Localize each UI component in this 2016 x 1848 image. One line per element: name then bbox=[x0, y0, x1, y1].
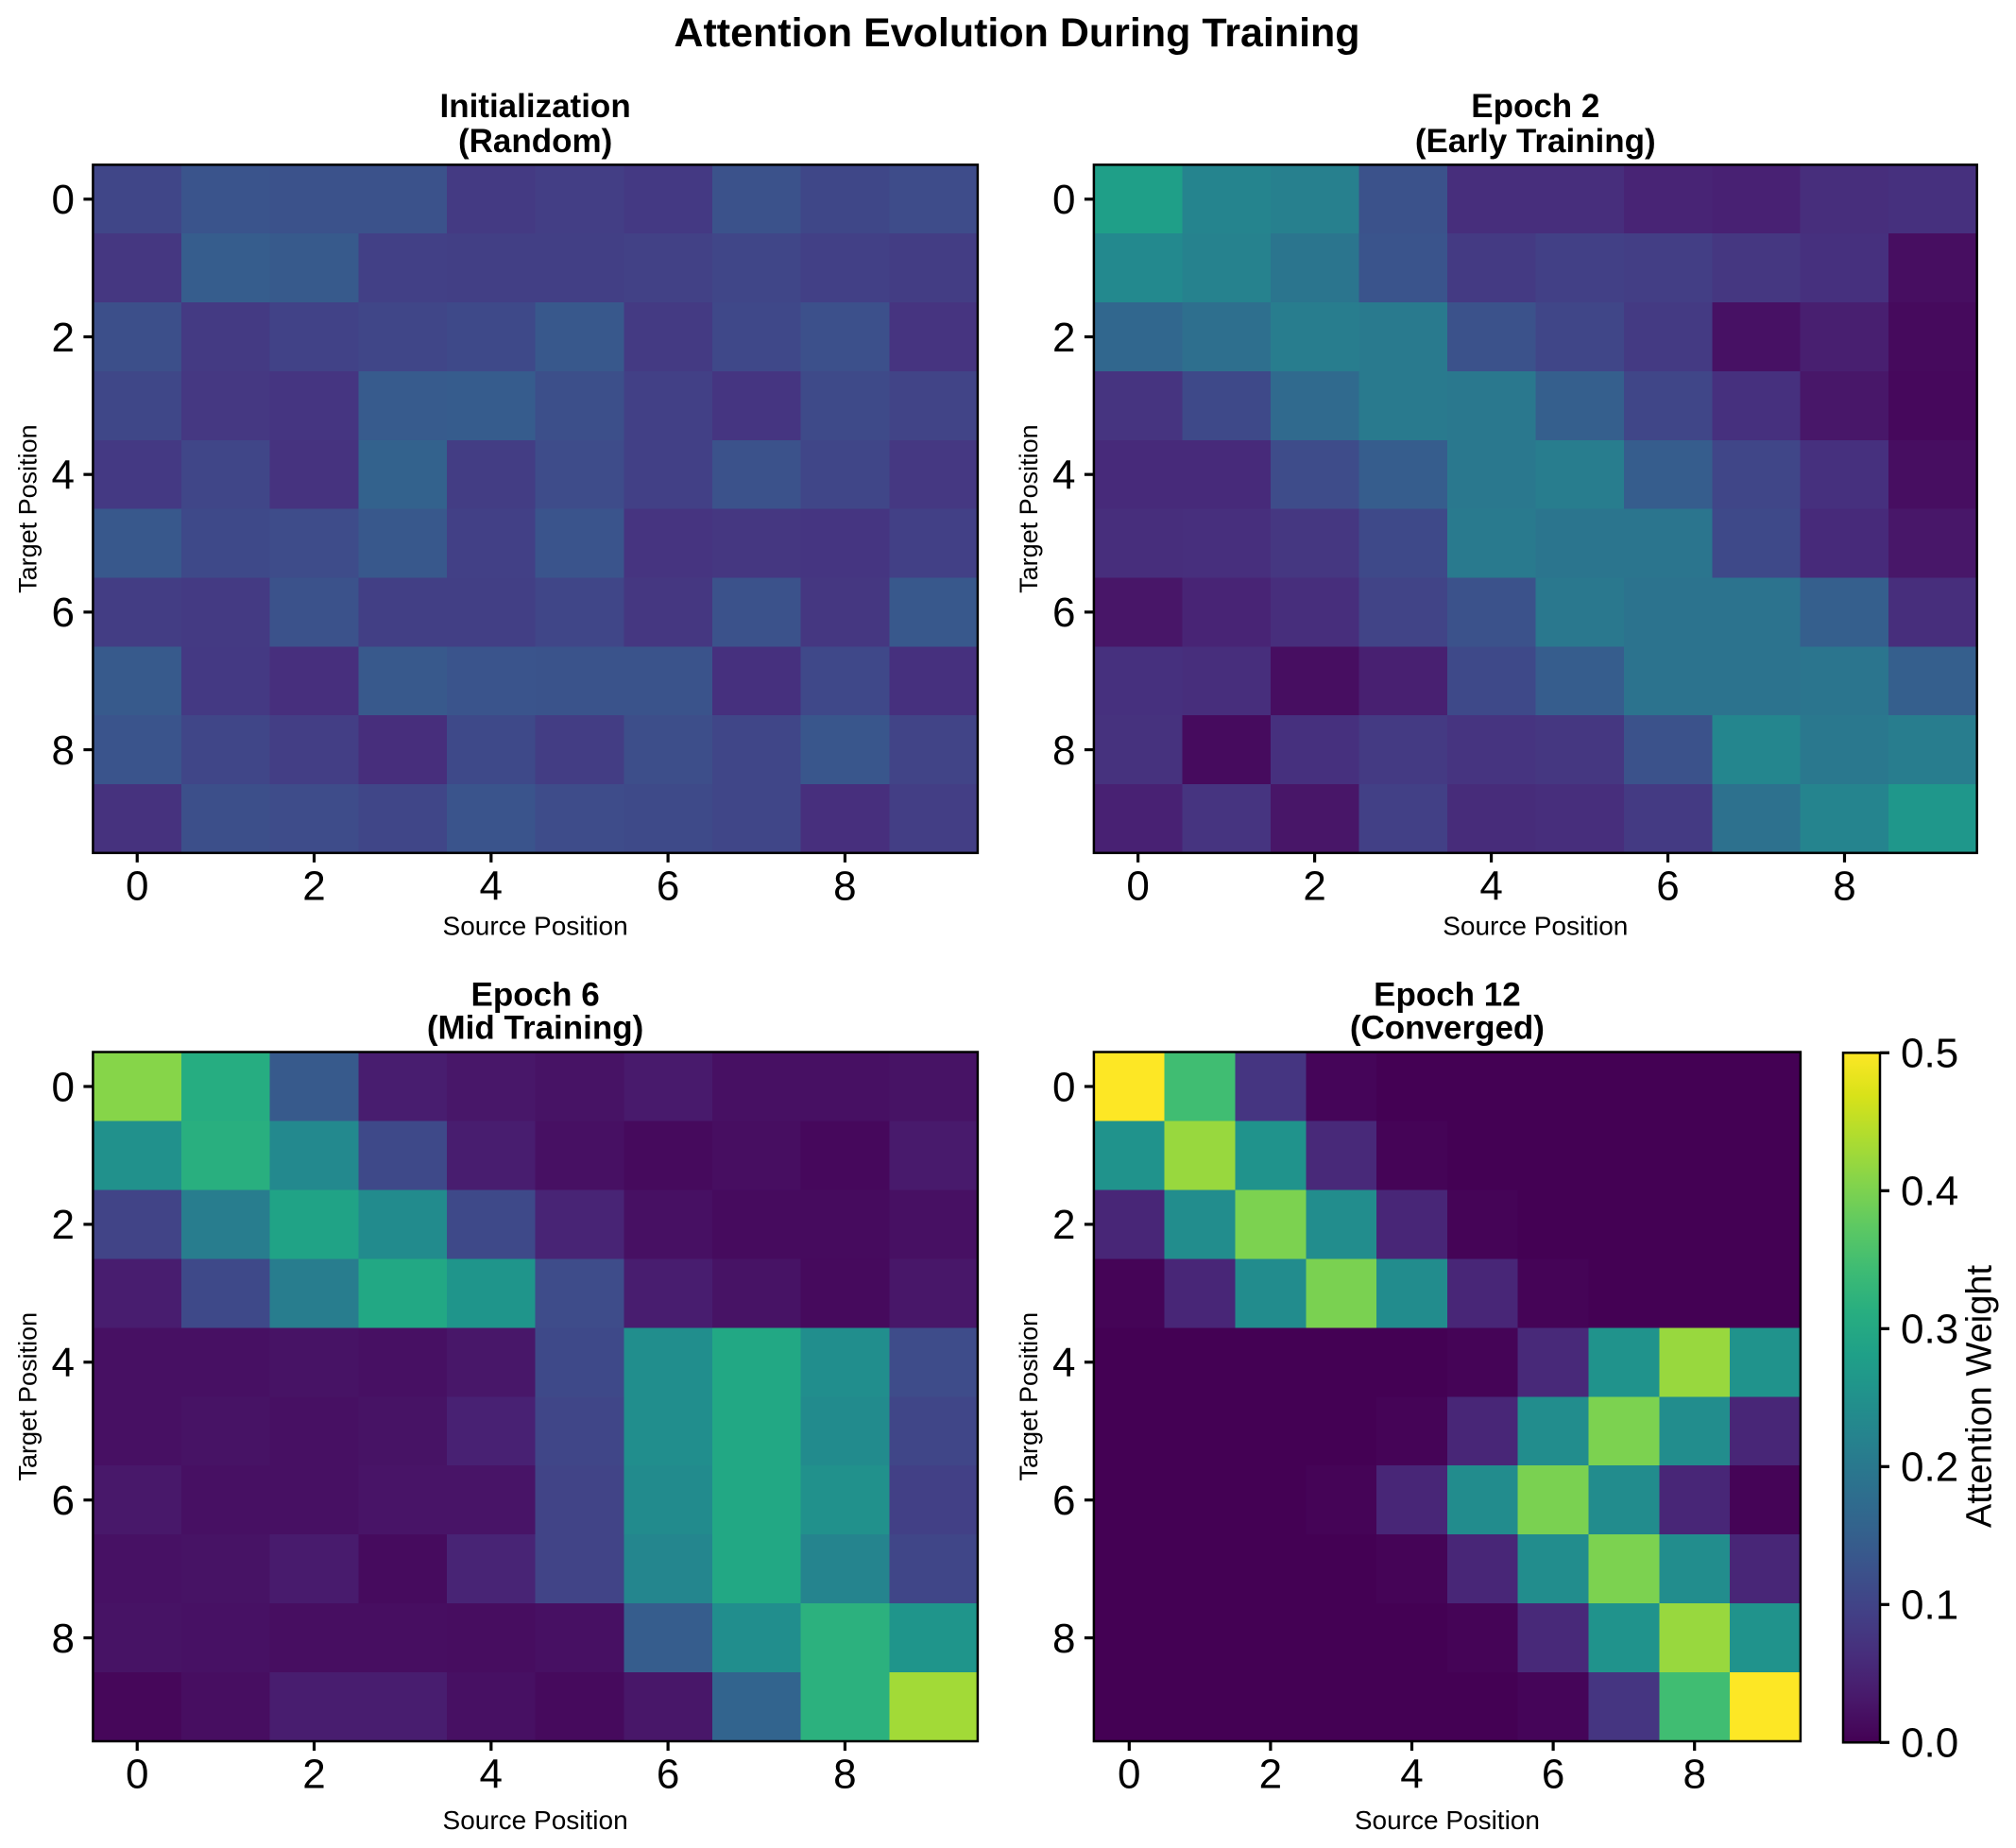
svg-text:Source Position: Source Position bbox=[1355, 1805, 1540, 1835]
svg-text:Epoch 6: Epoch 6 bbox=[471, 977, 600, 1014]
svg-text:8: 8 bbox=[52, 727, 75, 774]
svg-text:6: 6 bbox=[52, 590, 75, 636]
svg-text:0.2: 0.2 bbox=[1901, 1445, 1958, 1491]
svg-text:0.4: 0.4 bbox=[1901, 1169, 1958, 1215]
svg-text:4: 4 bbox=[52, 1340, 75, 1386]
svg-text:2: 2 bbox=[52, 315, 75, 361]
svg-text:6: 6 bbox=[1052, 1478, 1075, 1524]
svg-text:Source Position: Source Position bbox=[443, 912, 628, 941]
svg-text:2: 2 bbox=[1303, 864, 1325, 910]
svg-text:2: 2 bbox=[52, 1202, 75, 1248]
svg-text:Attention Weight: Attention Weight bbox=[1959, 1264, 1999, 1528]
svg-text:(Early Training): (Early Training) bbox=[1415, 123, 1656, 160]
svg-text:0.5: 0.5 bbox=[1901, 1031, 1958, 1077]
svg-text:8: 8 bbox=[1683, 1752, 1705, 1798]
svg-text:0: 0 bbox=[1118, 1752, 1140, 1798]
svg-text:Source Position: Source Position bbox=[443, 1805, 628, 1835]
svg-text:0: 0 bbox=[1052, 177, 1075, 223]
svg-text:Source Position: Source Position bbox=[1443, 912, 1628, 941]
svg-text:8: 8 bbox=[52, 1616, 75, 1662]
svg-text:Target Position: Target Position bbox=[1015, 424, 1043, 593]
svg-text:Initialization: Initialization bbox=[439, 88, 630, 125]
svg-text:0: 0 bbox=[1052, 1064, 1075, 1110]
svg-text:6: 6 bbox=[657, 1752, 679, 1798]
svg-text:6: 6 bbox=[657, 864, 679, 910]
svg-text:(Mid Training): (Mid Training) bbox=[427, 1010, 643, 1047]
svg-text:8: 8 bbox=[1052, 727, 1075, 774]
svg-text:2: 2 bbox=[302, 1752, 325, 1798]
svg-text:4: 4 bbox=[52, 453, 75, 499]
svg-text:Target Position: Target Position bbox=[14, 424, 43, 593]
svg-text:4: 4 bbox=[480, 1752, 503, 1798]
svg-text:0: 0 bbox=[1126, 864, 1149, 910]
svg-text:4: 4 bbox=[1052, 453, 1075, 499]
svg-text:0.3: 0.3 bbox=[1901, 1307, 1958, 1353]
svg-text:0: 0 bbox=[52, 1064, 75, 1110]
svg-text:Target Position: Target Position bbox=[1015, 1312, 1043, 1481]
svg-text:0: 0 bbox=[52, 177, 75, 223]
svg-text:0: 0 bbox=[126, 864, 148, 910]
svg-text:6: 6 bbox=[52, 1478, 75, 1524]
svg-text:4: 4 bbox=[480, 864, 503, 910]
svg-text:2: 2 bbox=[302, 864, 325, 910]
svg-text:8: 8 bbox=[833, 864, 856, 910]
svg-text:Attention Evolution During Tra: Attention Evolution During Training bbox=[674, 10, 1359, 56]
svg-text:4: 4 bbox=[1400, 1752, 1423, 1798]
svg-text:0.0: 0.0 bbox=[1901, 1720, 1958, 1767]
svg-text:Epoch 12: Epoch 12 bbox=[1374, 977, 1521, 1014]
svg-text:0: 0 bbox=[126, 1752, 148, 1798]
svg-text:8: 8 bbox=[1052, 1616, 1075, 1662]
svg-text:4: 4 bbox=[1479, 864, 1502, 910]
svg-text:(Converged): (Converged) bbox=[1350, 1010, 1545, 1047]
svg-text:(Random): (Random) bbox=[458, 123, 612, 160]
svg-text:6: 6 bbox=[1052, 590, 1075, 636]
svg-text:6: 6 bbox=[1656, 864, 1679, 910]
svg-text:4: 4 bbox=[1052, 1340, 1075, 1386]
svg-text:8: 8 bbox=[833, 1752, 856, 1798]
svg-text:0.1: 0.1 bbox=[1901, 1583, 1958, 1629]
svg-text:Epoch 2: Epoch 2 bbox=[1471, 88, 1599, 125]
svg-text:2: 2 bbox=[1052, 1202, 1075, 1248]
svg-text:8: 8 bbox=[1833, 864, 1855, 910]
svg-text:2: 2 bbox=[1259, 1752, 1282, 1798]
svg-text:6: 6 bbox=[1542, 1752, 1564, 1798]
svg-text:Target Position: Target Position bbox=[14, 1312, 43, 1481]
svg-text:2: 2 bbox=[1052, 315, 1075, 361]
